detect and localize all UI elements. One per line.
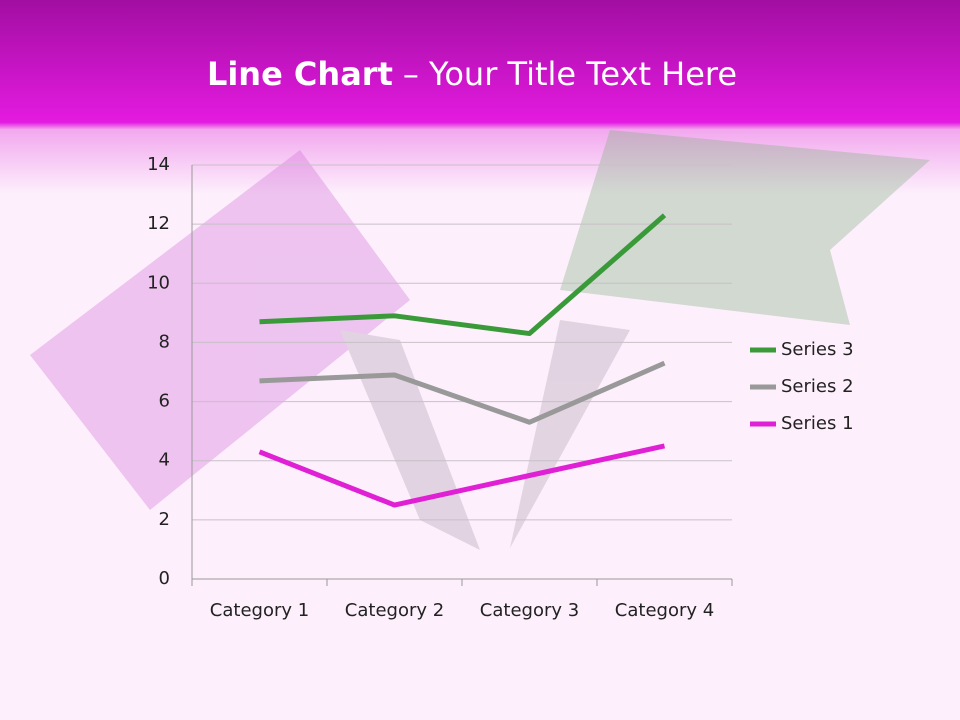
series-line [259, 213, 667, 337]
y-tick-label: 6 [159, 391, 170, 412]
legend-label: Series 1 [781, 413, 854, 434]
x-tick-label: Category 2 [345, 600, 444, 621]
y-tick-label: 8 [159, 331, 170, 352]
x-tick-label: Category 4 [615, 600, 714, 621]
legend-label: Series 2 [781, 376, 854, 397]
y-tick-label: 14 [147, 154, 170, 175]
y-tick-label: 2 [159, 509, 170, 530]
x-tick-label: Category 1 [210, 600, 309, 621]
y-tick-label: 10 [147, 272, 170, 293]
title-text: – Your Title Text Here [403, 55, 737, 93]
y-tick-label: 0 [159, 568, 170, 589]
legend-label: Series 3 [781, 339, 854, 360]
decoration [30, 130, 930, 550]
title-emphasis: Line Chart [207, 55, 393, 93]
chart: 0 2 4 6 8 10 12 14 Category 1 Category 2 Category … [147, 154, 853, 621]
title: Line Chart – Your Title Text Here [207, 55, 737, 93]
series-line [259, 360, 666, 425]
series-line [258, 443, 666, 508]
y-tick-label: 4 [159, 450, 170, 471]
y-tick-label: 12 [147, 213, 170, 234]
x-tick-label: Category 3 [480, 600, 579, 621]
